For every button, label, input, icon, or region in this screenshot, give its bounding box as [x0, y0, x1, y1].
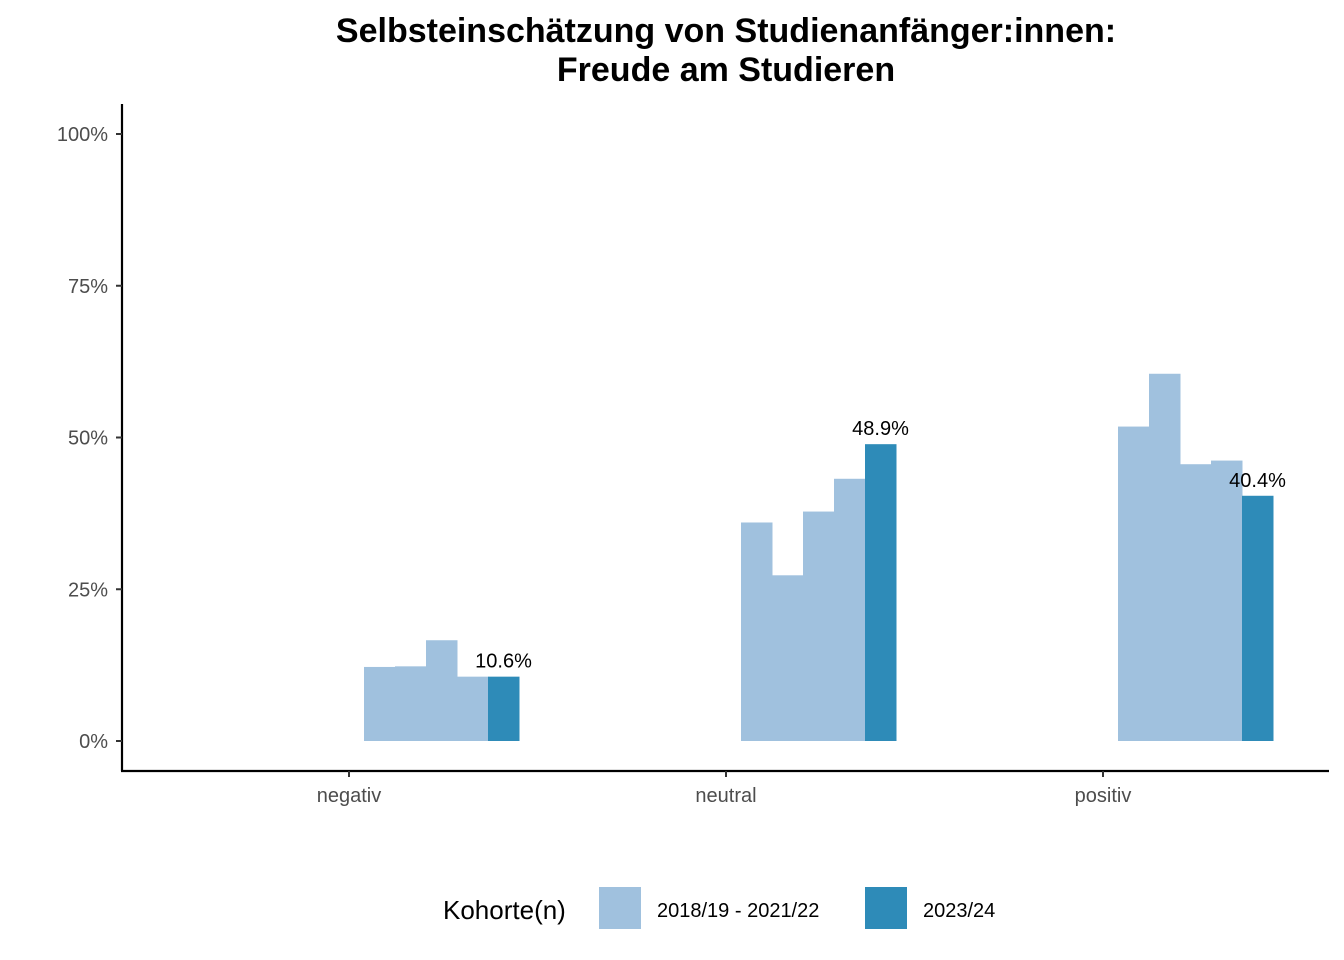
bar-negativ-series-2 [395, 666, 427, 741]
bar-positiv-series-4 [1211, 460, 1243, 741]
bar-negativ-series-3 [426, 640, 458, 741]
chart-subtitle: Freude am Studieren [557, 51, 895, 89]
bar-negativ-series-4 [457, 676, 489, 741]
y-tick-label: 25% [68, 579, 108, 601]
bar-positiv-series-1 [1118, 426, 1150, 741]
legend-swatch-current [865, 887, 907, 929]
legend: Kohorte(n) 2018/19 - 2021/22 2023/24 [443, 887, 995, 929]
data-label-negativ: 10.6% [475, 651, 532, 673]
bar-neutral-series-3 [803, 511, 835, 741]
bar-neutral-series-2 [772, 575, 804, 741]
bar-negativ-series-5 [488, 676, 520, 741]
bar-neutral-series-4 [834, 478, 866, 741]
y-tick-label: 100% [57, 124, 108, 146]
plot-area: 10.6% 48.9% 40.4% [364, 373, 1286, 741]
y-axis: 0% 25% 50% 75% 100% [57, 124, 122, 753]
bar-positiv-series-5 [1242, 495, 1274, 741]
x-axis: negativ neutral positiv [317, 771, 1132, 807]
bar-positiv-series-2 [1149, 373, 1181, 741]
data-label-positiv: 40.4% [1229, 470, 1286, 492]
bar-negativ-series-1 [364, 666, 396, 741]
x-tick-label-neutral: neutral [695, 785, 756, 807]
legend-title: Kohorte(n) [443, 895, 566, 925]
y-tick-label: 75% [68, 276, 108, 298]
legend-label-historic: 2018/19 - 2021/22 [657, 900, 819, 922]
x-tick-label-positiv: positiv [1075, 785, 1132, 807]
bar-neutral-series-1 [741, 522, 773, 741]
legend-label-current: 2023/24 [923, 900, 995, 922]
bar-positiv-series-3 [1180, 464, 1212, 741]
y-tick-label: 0% [79, 731, 108, 753]
legend-swatch-historic [599, 887, 641, 929]
data-label-neutral: 48.9% [852, 418, 909, 440]
x-tick-label-negativ: negativ [317, 785, 382, 807]
chart-title: Selbsteinschätzung von Studienanfänger:i… [336, 12, 1116, 50]
y-tick-label: 50% [68, 428, 108, 450]
bar-neutral-series-5 [865, 444, 897, 741]
